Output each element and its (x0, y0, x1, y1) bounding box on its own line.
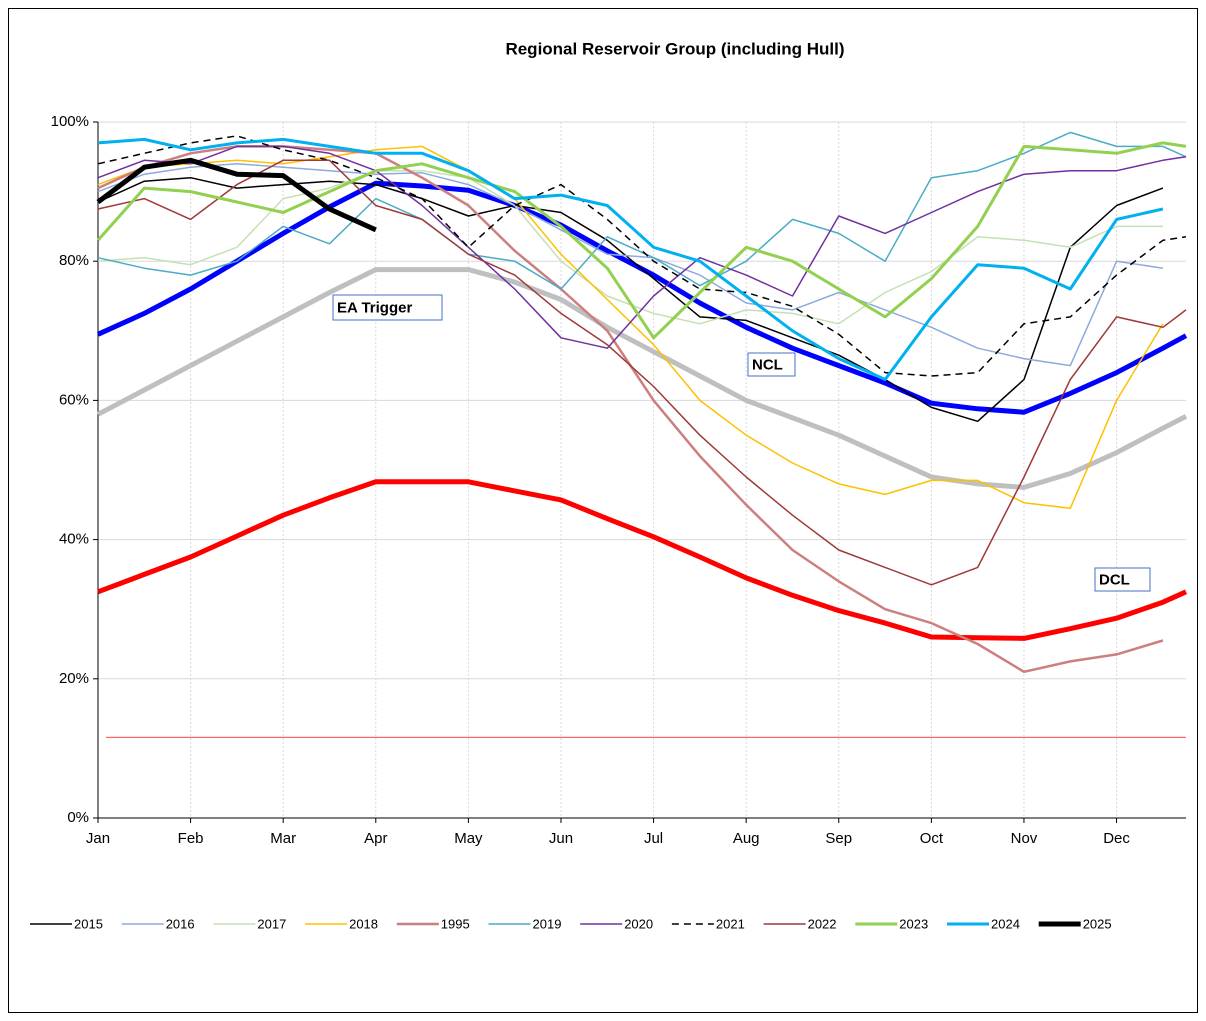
series-line (97, 176, 1164, 423)
y-tick-label: 80% (59, 252, 89, 269)
y-tick-label: 20% (59, 670, 89, 687)
y-tick-label: 40% (59, 531, 89, 548)
x-tick-label: Aug (733, 830, 760, 847)
series-line (97, 135, 1187, 377)
x-tick-label: Mar (270, 830, 296, 847)
legend-label: 2021 (716, 916, 745, 931)
x-tick-label: Nov (1011, 830, 1038, 847)
y-tick-label: 100% (51, 113, 89, 130)
legend-label: 2016 (166, 916, 195, 931)
x-tick-label: Jul (644, 830, 663, 847)
legend-label: 2018 (349, 916, 378, 931)
x-tick-label: Jan (86, 830, 110, 847)
series-line (97, 131, 1187, 290)
legend-label: 2022 (808, 916, 837, 931)
chart-title: Regional Reservoir Group (including Hull… (505, 39, 844, 58)
legend-label: 1995 (441, 916, 470, 931)
series-line (97, 163, 1164, 367)
legend-label: 2020 (624, 916, 653, 931)
series-line (97, 159, 1187, 586)
legend-label: 2015 (74, 916, 103, 931)
legend-label: 2023 (899, 916, 928, 931)
annotation-box (332, 294, 443, 321)
series-line (96, 141, 1187, 340)
y-tick-label: 0% (67, 809, 89, 826)
annotation-box (747, 352, 796, 377)
control-curve (97, 479, 1188, 641)
y-tick-label: 60% (59, 391, 89, 408)
series-line (97, 137, 1164, 381)
legend-label: 2024 (991, 916, 1020, 931)
legend-label: 2019 (533, 916, 562, 931)
x-tick-label: Apr (364, 830, 387, 847)
x-tick-label: Jun (549, 830, 573, 847)
legend-label: 2017 (257, 916, 286, 931)
annotation: DCL (1099, 571, 1130, 588)
legend-label: 2025 (1083, 916, 1112, 931)
control-curve (96, 267, 1188, 490)
annotation: NCL (752, 356, 783, 373)
x-tick-label: Sep (825, 830, 852, 847)
x-tick-label: May (454, 830, 483, 847)
x-tick-label: Oct (920, 830, 944, 847)
series-line (96, 157, 377, 233)
control-curve (96, 180, 1188, 415)
annotation-box (1094, 567, 1151, 592)
series-line (97, 145, 1187, 349)
x-tick-label: Dec (1103, 830, 1130, 847)
x-tick-label: Feb (178, 830, 204, 847)
annotation: EA Trigger (337, 299, 412, 316)
chart-frame (8, 8, 1198, 1013)
